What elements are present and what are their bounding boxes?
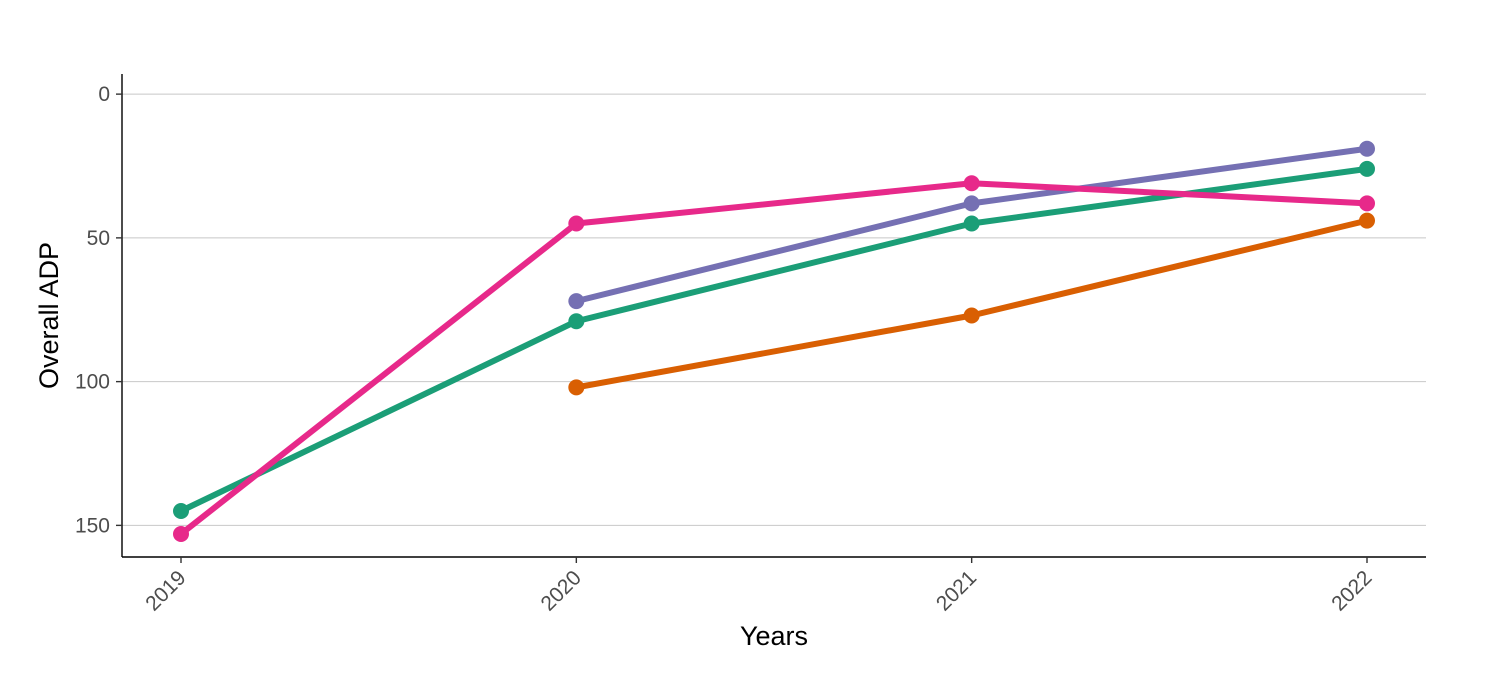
y-tick-label: 50 xyxy=(87,227,110,250)
series-point-1 xyxy=(1359,160,1375,177)
x-tick-label: 2019 xyxy=(141,566,190,615)
series-point-2 xyxy=(963,307,980,324)
x-tick-label: 2021 xyxy=(932,566,981,615)
series-point-4 xyxy=(963,175,980,192)
series-point-3 xyxy=(1359,140,1375,157)
gridlines xyxy=(122,93,1426,526)
x-tick-label: 2020 xyxy=(537,566,586,615)
x-axis-title: Years xyxy=(740,621,808,651)
series-line-1 xyxy=(178,165,1370,514)
x-tick-label: 2022 xyxy=(1327,566,1376,615)
series-point-1 xyxy=(173,503,189,519)
series-point-1 xyxy=(963,215,980,232)
series-point-4 xyxy=(1359,195,1375,212)
y-axis-title: Overall ADP xyxy=(34,242,64,389)
series-lines xyxy=(178,145,1370,537)
series-line-4 xyxy=(178,180,1370,537)
series-point-3 xyxy=(568,293,585,310)
series-line-2 xyxy=(573,217,1370,391)
series-point-2 xyxy=(568,379,585,396)
y-tick-label: 0 xyxy=(98,83,110,106)
series-point-2 xyxy=(1359,212,1375,229)
tick-labels: 0 50 100 150 2019 2020 2021 2022 xyxy=(75,83,1377,615)
y-tick-label: 100 xyxy=(75,371,110,394)
series-point-4 xyxy=(568,215,585,232)
series-point-1 xyxy=(568,313,585,330)
series-points xyxy=(173,140,1375,542)
series-point-4 xyxy=(173,526,189,542)
y-tick-label: 150 xyxy=(75,514,110,537)
axes xyxy=(121,74,1426,558)
series-point-3 xyxy=(963,195,980,212)
